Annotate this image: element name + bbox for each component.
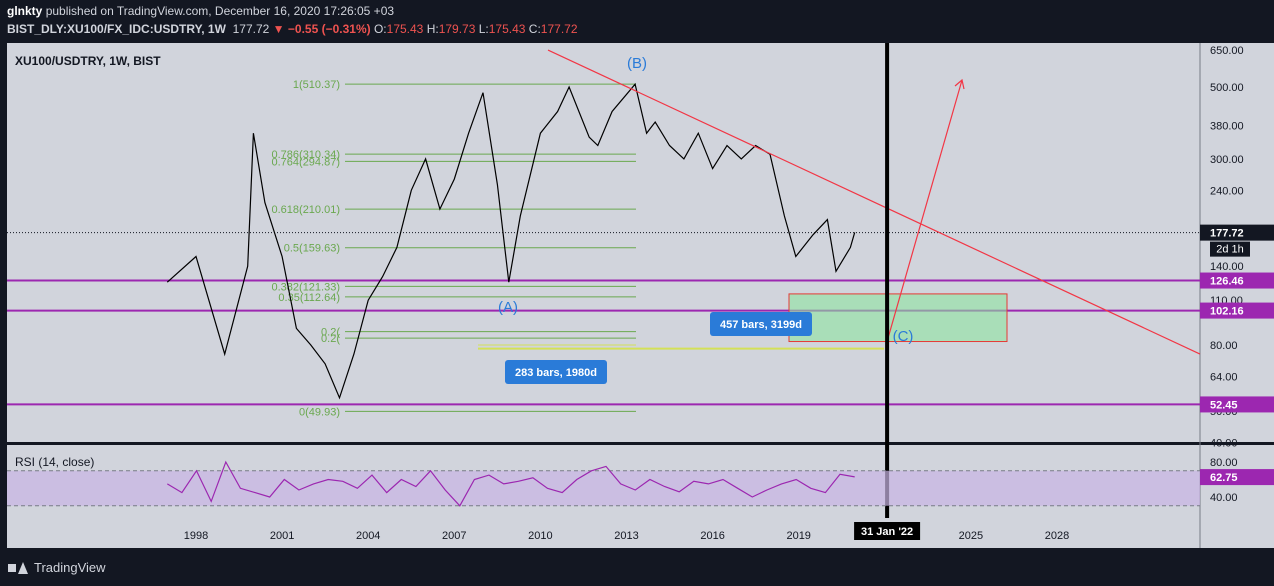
x-tick-label: 2010 xyxy=(528,530,552,542)
wave-label-b: (B) xyxy=(627,55,647,72)
y-tick-label: 380.00 xyxy=(1210,121,1244,133)
ohlc-line: BIST_DLY:XU100/FX_IDC:USDTRY, 1W 177.72 … xyxy=(7,22,578,36)
arrow-head-icon xyxy=(954,78,965,90)
date-marker-tag xyxy=(854,522,921,540)
level-tag-label: 102.16 xyxy=(1210,306,1244,318)
tradingview-logo[interactable]: TradingView xyxy=(8,560,106,575)
timeframe-badge-label: 2d 1h xyxy=(1216,244,1244,256)
rsi-line xyxy=(166,460,855,507)
change-value: −0.55 (−0.31%) xyxy=(287,22,371,36)
timeframe-badge xyxy=(1210,241,1250,257)
chart-title: XU100/USDTRY, 1W, BIST xyxy=(15,54,161,68)
last-price-tag xyxy=(1200,224,1274,241)
low-label: L: xyxy=(478,22,489,36)
close-label: C: xyxy=(528,22,541,36)
rsi-band xyxy=(7,470,1200,506)
y-tick-label: 650.00 xyxy=(1210,45,1244,57)
open-label: O: xyxy=(373,22,387,36)
fib-label: 0.5(159.63) xyxy=(284,243,340,255)
y-tick-label: 140.00 xyxy=(1210,261,1244,273)
x-tick-label: 2007 xyxy=(442,530,466,542)
open-value: 175.43 xyxy=(386,22,424,36)
author-name[interactable]: glnkty xyxy=(7,4,43,18)
x-tick-label: 1998 xyxy=(184,530,208,542)
x-tick-label: 2025 xyxy=(959,530,983,542)
publish-info: published on TradingView.com, December 1… xyxy=(45,4,395,18)
date-marker-label: 31 Jan '22 xyxy=(861,526,913,538)
level-tag-label: 52.45 xyxy=(1210,399,1238,411)
y-tick-label: 80.00 xyxy=(1210,340,1238,352)
descending-trendline xyxy=(547,49,1201,355)
wave-label-c: (C) xyxy=(893,328,914,345)
y-tick-label: 64.00 xyxy=(1210,371,1238,383)
time-axis xyxy=(7,518,1274,548)
fib-label: 0.2( xyxy=(321,333,340,345)
level-tag-label: 126.46 xyxy=(1210,276,1244,288)
measure-badge-label: 457 bars, 3199d xyxy=(720,319,802,331)
x-tick-label: 2013 xyxy=(614,530,638,542)
wave-label-a: (A) xyxy=(498,299,518,316)
rsi-tick-label: 80.00 xyxy=(1210,457,1238,469)
price-series-line xyxy=(166,82,856,400)
publish-line: glnkty published on TradingView.com, Dec… xyxy=(7,4,394,18)
fib-label: 0.618(210.01) xyxy=(272,204,341,216)
fib-label: 0.764(294.87) xyxy=(272,156,341,168)
down-arrow-icon: ▼ xyxy=(272,22,285,36)
brand-name: TradingView xyxy=(34,560,106,575)
high-value: 179.73 xyxy=(438,22,476,36)
measure-badge xyxy=(710,312,812,336)
rsi-tick-label: 40.00 xyxy=(1210,492,1238,504)
level-tag xyxy=(1200,272,1274,289)
chart-header: glnkty published on TradingView.com, Dec… xyxy=(0,0,1274,42)
x-tick-label: 2019 xyxy=(786,530,810,542)
measure-badge-label: 283 bars, 1980d xyxy=(515,367,597,379)
x-tick-label: 2001 xyxy=(270,530,294,542)
last-value: 177.72 xyxy=(232,22,270,36)
measure-badge xyxy=(505,360,607,384)
fib-label: 0(49.93) xyxy=(299,406,340,418)
price-chart[interactable]: XU100/USDTRY, 1W, BIST RSI (14, close) 650… xyxy=(0,0,1274,548)
fib-label: 1(510.37) xyxy=(293,79,340,91)
symbol-label[interactable]: BIST_DLY:XU100/FX_IDC:USDTRY, 1W xyxy=(7,22,226,36)
fib-label: 0.35(112.64) xyxy=(278,292,340,304)
x-tick-label: 2016 xyxy=(700,530,724,542)
rsi-value-tag xyxy=(1200,469,1274,486)
footer: TradingView xyxy=(0,548,1274,586)
y-tick-label: 500.00 xyxy=(1210,82,1244,94)
last-price-label: 177.72 xyxy=(1210,228,1244,240)
x-tick-label: 2004 xyxy=(356,530,380,542)
rsi-value-label: 62.75 xyxy=(1210,472,1238,484)
y-tick-label: 300.00 xyxy=(1210,154,1244,166)
y-tick-label: 40.00 xyxy=(1210,438,1238,450)
projection-arrow xyxy=(887,79,963,339)
fib-label: 0.2( xyxy=(321,327,340,339)
x-tick-label: 2028 xyxy=(1045,530,1069,542)
close-value: 177.72 xyxy=(540,22,578,36)
level-tag xyxy=(1200,302,1274,319)
high-label: H: xyxy=(426,22,439,36)
tradingview-icon xyxy=(8,561,28,574)
low-value: 175.43 xyxy=(488,22,526,36)
rsi-title: RSI (14, close) xyxy=(15,455,94,469)
level-tag xyxy=(1200,396,1274,413)
fib-label: 0.786(310.34) xyxy=(272,149,341,161)
y-tick-label: 240.00 xyxy=(1210,185,1244,197)
